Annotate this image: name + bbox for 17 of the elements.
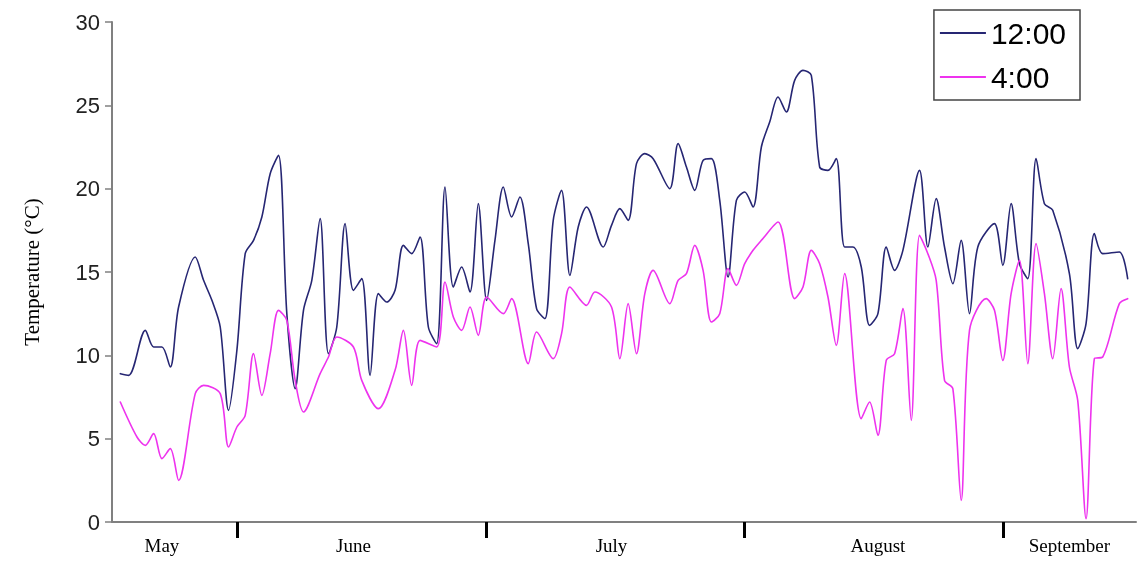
- x-tick-label: August: [850, 535, 907, 556]
- line-series: [119, 221, 1129, 520]
- x-tick-label: July: [595, 535, 628, 556]
- line-series: [119, 69, 1129, 412]
- y-tick-label: 30: [75, 9, 100, 35]
- x-tick-label: June: [336, 535, 371, 556]
- legend-label: 4:00: [990, 60, 1050, 94]
- y-tick-label: 5: [87, 426, 100, 452]
- y-tick-label: 20: [75, 176, 100, 202]
- x-tick-label: September: [1028, 535, 1111, 556]
- legend-label: 12:00: [990, 16, 1066, 50]
- y-tick-label: 0: [87, 509, 100, 535]
- x-tick-label: May: [144, 535, 180, 556]
- y-tick-label: 25: [75, 92, 100, 118]
- y-tick-label: 15: [75, 259, 100, 285]
- y-tick-label: 10: [75, 342, 100, 368]
- y-axis-title: Temperature (°C): [19, 198, 44, 346]
